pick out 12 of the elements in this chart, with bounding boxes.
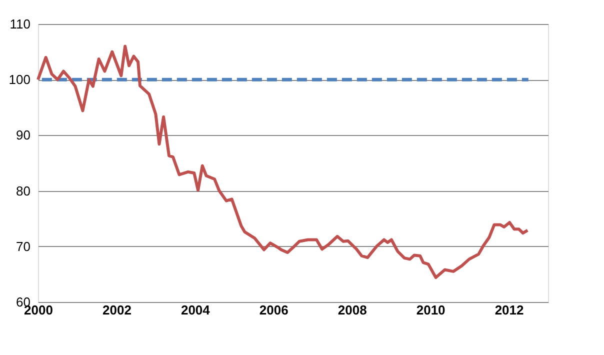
x-tick-label: 2008 — [338, 302, 367, 318]
x-tick-label: 2004 — [180, 302, 211, 318]
x-tick-label: 2012 — [494, 302, 524, 318]
x-tick-label: 2006 — [259, 302, 288, 318]
y-tick-label: 110 — [10, 16, 30, 32]
y-tick-label: 90 — [16, 128, 30, 143]
line-series — [36, 44, 530, 280]
y-tick-label: 80 — [16, 183, 30, 198]
x-tick-label: 2010 — [416, 302, 446, 318]
y-tick-label: 70 — [16, 238, 30, 254]
x-tick-label: 2002 — [102, 302, 132, 318]
y-tick-label: 100 — [8, 72, 30, 88]
